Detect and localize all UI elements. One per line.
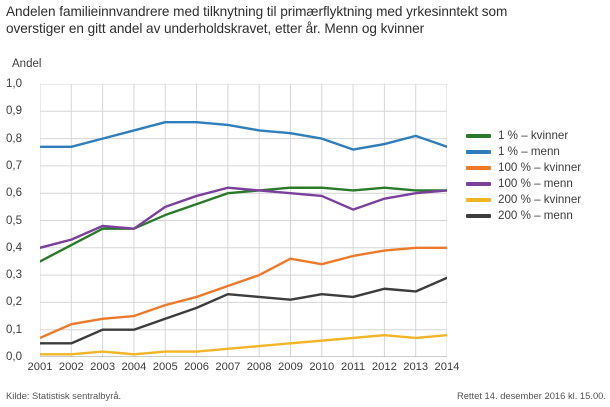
x-axis-tick-label: 2007 <box>215 361 241 373</box>
legend-item-label: 1 % – kvinner <box>498 129 569 142</box>
y-axis-tick-label: 0,3 <box>6 269 22 282</box>
legend-color-swatch <box>466 214 491 218</box>
chart-legend: 1 % – kvinner 1 % – menn 100 % – kvinner 10… <box>466 128 608 224</box>
y-axis-tick-label: 0,6 <box>6 187 22 200</box>
footer-updated: Rettet 14. desember 2016 kl. 15.00. <box>456 390 606 401</box>
y-axis-tick-label: 0,7 <box>6 159 22 172</box>
series-line <box>40 186 447 263</box>
legend-item-label: 100 % – menn <box>498 177 573 190</box>
legend-item[interactable]: 100 % – kvinner <box>466 160 608 176</box>
page-title: Andelen familieinnvandrere med tilknytni… <box>6 4 508 37</box>
y-axis-tick-label: 0,9 <box>6 105 22 118</box>
series-line <box>40 333 447 356</box>
x-axis-tick-label: 2006 <box>184 361 209 373</box>
legend-item-label: 200 % – menn <box>498 209 573 222</box>
legend-color-swatch <box>466 166 491 170</box>
y-axis-tick-label: 0,4 <box>6 241 22 254</box>
x-axis-tick-label: 2004 <box>121 361 147 373</box>
series-lines <box>40 121 447 356</box>
series-line <box>40 246 447 340</box>
x-axis-tick-label: 2011 <box>341 361 366 373</box>
footer-source: Kilde: Statistisk sentralbyrå. <box>6 390 122 401</box>
legend-item[interactable]: 1 % – kvinner <box>466 128 608 144</box>
legend-item[interactable]: 200 % – kvinner <box>466 192 608 208</box>
x-axis-tick-label: 2013 <box>403 361 429 373</box>
y-axis-tick-label: 0,1 <box>6 323 22 336</box>
x-axis-tick-label: 2014 <box>434 361 460 373</box>
legend-item[interactable]: 1 % – menn <box>466 144 608 160</box>
legend-item[interactable]: 200 % – menn <box>466 208 608 224</box>
legend-item-label: 100 % – kvinner <box>498 161 582 174</box>
y-axis-title: Andel <box>12 58 42 70</box>
y-axis-tick-label: 0,8 <box>6 132 22 145</box>
line-chart-svg <box>40 84 447 357</box>
y-axis-tick-label: 0,5 <box>6 214 22 227</box>
x-axis-tick-label: 2012 <box>371 361 397 373</box>
x-axis-tick-label: 2002 <box>58 361 84 373</box>
series-line <box>40 121 447 151</box>
x-axis-tick-label: 2003 <box>90 361 116 373</box>
legend-color-swatch <box>466 182 491 186</box>
legend-color-swatch <box>466 150 491 154</box>
legend-item[interactable]: 100 % – menn <box>466 176 608 192</box>
x-axis-tick-label: 2008 <box>246 361 272 373</box>
plot-area <box>40 84 447 357</box>
legend-color-swatch <box>466 198 491 202</box>
series-line <box>40 276 447 345</box>
legend-color-swatch <box>466 134 491 138</box>
legend-item-label: 1 % – menn <box>498 145 560 158</box>
y-axis-tick-label: 0,0 <box>6 351 22 363</box>
x-axis-tick-label: 2009 <box>278 361 303 373</box>
y-axis-tick-label: 1,0 <box>6 78 22 90</box>
x-axis-tick-label: 2005 <box>152 361 178 373</box>
x-axis-tick-label: 2010 <box>309 361 335 373</box>
legend-item-label: 200 % – kvinner <box>498 193 582 206</box>
series-line <box>40 186 447 250</box>
y-axis-tick-label: 0,2 <box>6 296 22 309</box>
horizontal-gridlines <box>40 84 447 357</box>
x-axis-tick-label: 2001 <box>27 361 53 373</box>
